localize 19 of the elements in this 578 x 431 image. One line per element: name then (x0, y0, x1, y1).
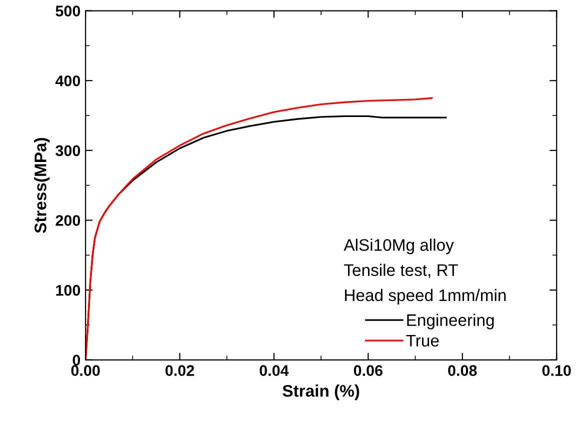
x-tick-label: 0.04 (260, 365, 289, 376)
legend-label: True (406, 334, 439, 347)
y-tick-label: 100 (56, 284, 80, 296)
annotation: Head speed 1mm/min (345, 288, 506, 304)
annotation: AlSi10Mg alloy (344, 238, 454, 254)
x-tick-label: 0.06 (354, 365, 383, 376)
x-tick-label: 0.10 (542, 365, 571, 376)
y-tick-label: 300 (56, 145, 80, 156)
y-axis-title: Stress(MPa) (34, 138, 50, 234)
x-tick-label: 0.00 (71, 365, 100, 376)
y-tick-label: 500 (56, 6, 80, 16)
legend-label: Engineering (407, 314, 494, 330)
x-tick-label: 0.08 (448, 365, 477, 376)
x-tick-label: 0.02 (165, 365, 194, 376)
y-tick-label: 400 (55, 75, 80, 86)
y-tick-label: 0 (72, 354, 80, 366)
x-axis-title: Strain (%) (282, 384, 360, 400)
y-tick-label: 200 (56, 215, 80, 226)
annotation: Tensile test, RT (344, 264, 458, 278)
